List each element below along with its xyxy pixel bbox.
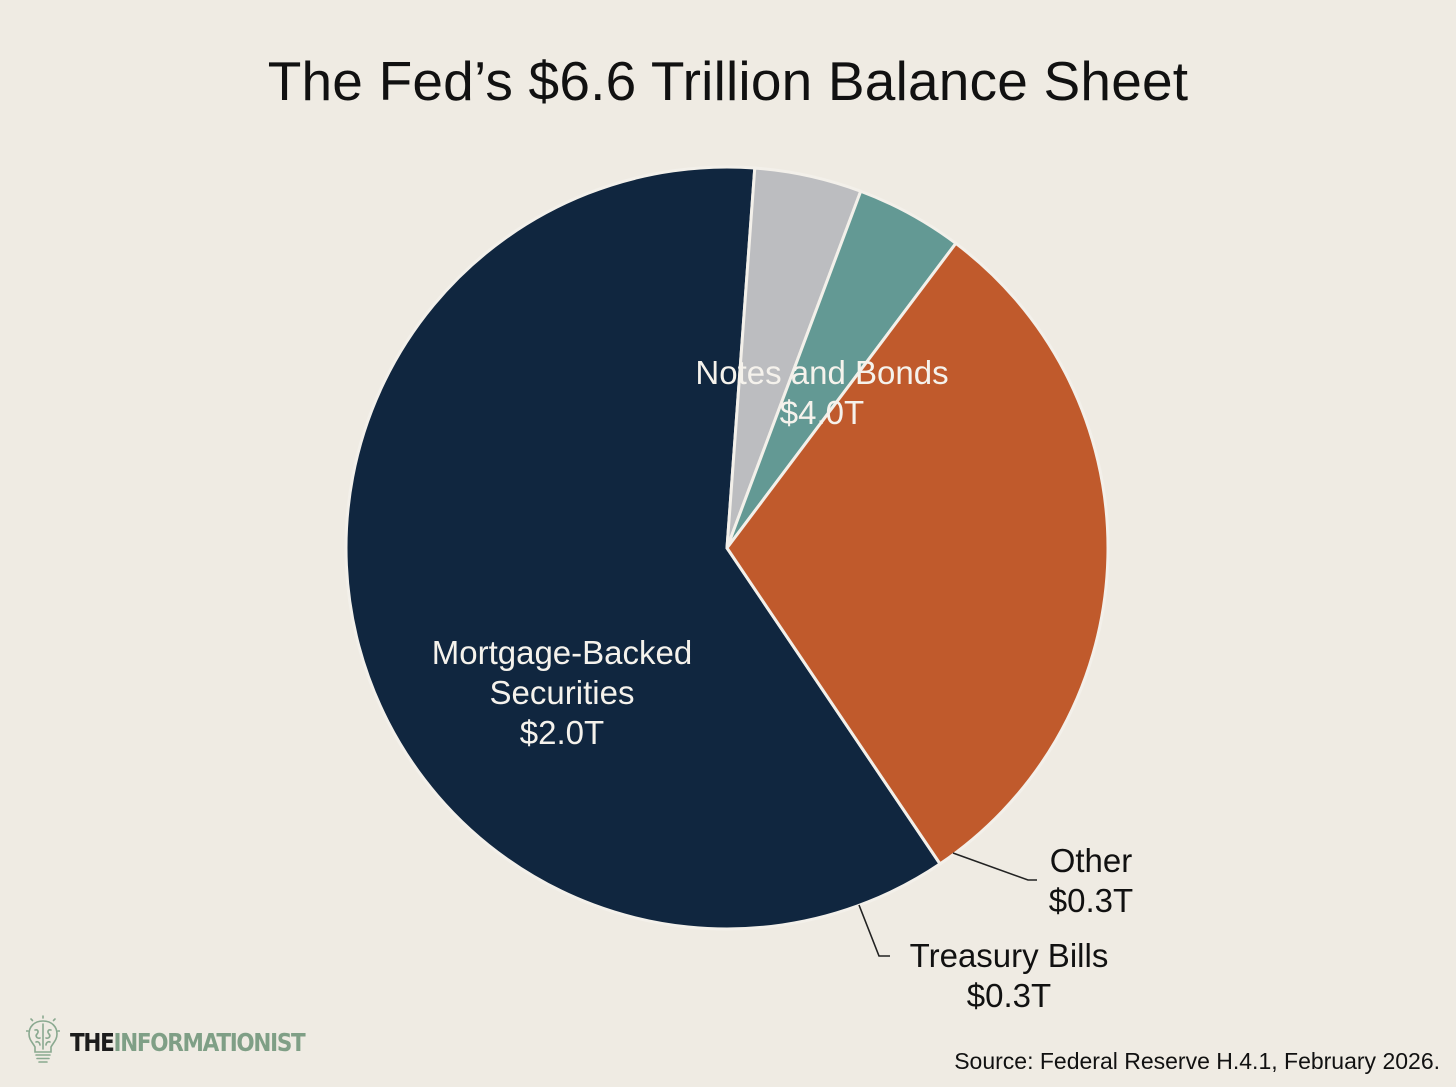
slice-label-other: Other $0.3T: [1049, 842, 1133, 919]
slice-value-label: $4.0T: [780, 394, 864, 431]
slice-value-label: $0.3T: [967, 977, 1051, 1014]
lightbulb-brain-icon: [26, 1015, 60, 1063]
slice-label-mortgage-backed-securities: Mortgage-Backed Securities $2.0T: [432, 634, 692, 751]
chart-title: The Fed’s $6.6 Trillion Balance Sheet: [267, 50, 1189, 112]
slice-value-label: $0.3T: [1049, 882, 1133, 919]
pie-slice-notes-and-bonds: [344, 165, 942, 931]
leader-line-other: [952, 852, 1037, 881]
pie-slice-mortgage-backed-securities: [725, 241, 1110, 866]
slice-category-label: Notes and Bonds: [695, 354, 948, 391]
slice-category-label: Other: [1050, 842, 1133, 879]
leader-line-treasury-bills: [858, 904, 890, 957]
slice-value-label: $2.0T: [520, 714, 604, 751]
slice-label-treasury-bills: Treasury Bills $0.3T: [910, 937, 1109, 1014]
brand-logo: THEINFORMATIONIST: [26, 1014, 343, 1070]
slice-label-notes-and-bonds: Notes and Bonds $4.0T: [695, 354, 948, 431]
slice-category-label: Securities: [490, 674, 635, 711]
slice-category-label: Treasury Bills: [910, 937, 1109, 974]
brand-word-the: THE: [70, 1027, 115, 1057]
brand-word-informationist: INFORMATIONIST: [113, 1027, 305, 1057]
source-note: Source: Federal Reserve H.4.1, February …: [954, 1048, 1440, 1074]
brand-wordmark: THEINFORMATIONIST: [70, 1027, 306, 1057]
slice-category-label: Mortgage-Backed: [432, 634, 692, 671]
